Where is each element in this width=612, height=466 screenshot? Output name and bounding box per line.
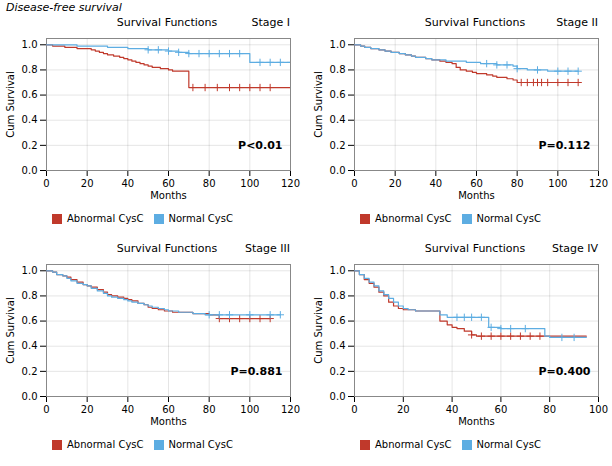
svg-text:0: 0 bbox=[351, 404, 357, 415]
html-text:Survival Functions: Survival Functions bbox=[424, 242, 526, 255]
html-text:Abnormal CysC: Abnormal CysC bbox=[67, 213, 144, 224]
svg-text:0.8: 0.8 bbox=[330, 64, 346, 75]
svg-text:P=0.400: P=0.400 bbox=[538, 365, 590, 378]
svg-text:0.0: 0.0 bbox=[22, 165, 38, 176]
svg-text:20: 20 bbox=[81, 404, 94, 415]
svg-text:Months: Months bbox=[150, 190, 187, 201]
svg-text:40: 40 bbox=[429, 178, 442, 189]
svg-text:80: 80 bbox=[203, 404, 216, 415]
svg-text:0: 0 bbox=[351, 178, 357, 189]
html-text:Stage III: Stage III bbox=[245, 242, 290, 255]
svg-text:Months: Months bbox=[150, 416, 187, 427]
svg-text:100: 100 bbox=[240, 178, 259, 189]
html-text:Normal CysC: Normal CysC bbox=[168, 213, 233, 224]
svg-text:Cum Survival: Cum Survival bbox=[5, 71, 16, 138]
svg-text:Cum Survival: Cum Survival bbox=[313, 297, 324, 364]
svg-text:0.2: 0.2 bbox=[22, 140, 38, 151]
html-text:Normal CysC: Normal CysC bbox=[168, 439, 233, 450]
svg-text:0.8: 0.8 bbox=[22, 64, 38, 75]
svg-text:0.8: 0.8 bbox=[330, 290, 346, 301]
svg-text:Cum Survival: Cum Survival bbox=[5, 297, 16, 364]
svg-text:Months: Months bbox=[458, 416, 495, 427]
svg-text:0.0: 0.0 bbox=[330, 391, 346, 402]
html-text:Survival Functions: Survival Functions bbox=[116, 16, 218, 29]
svg-text:80: 80 bbox=[543, 404, 556, 415]
svg-text:0.2: 0.2 bbox=[22, 366, 38, 377]
svg-text:20: 20 bbox=[389, 178, 402, 189]
svg-text:60: 60 bbox=[495, 404, 508, 415]
svg-text:0.0: 0.0 bbox=[330, 165, 346, 176]
svg-text:100: 100 bbox=[589, 404, 608, 415]
svg-text:120: 120 bbox=[281, 404, 300, 415]
svg-text:0.6: 0.6 bbox=[22, 315, 38, 326]
svg-text:20: 20 bbox=[397, 404, 410, 415]
svg-text:100: 100 bbox=[548, 178, 567, 189]
svg-text:0: 0 bbox=[43, 178, 49, 189]
svg-text:0.4: 0.4 bbox=[22, 114, 38, 125]
html-text:Stage II: Stage II bbox=[556, 16, 598, 29]
svg-text:20: 20 bbox=[81, 178, 94, 189]
svg-text:40: 40 bbox=[121, 404, 134, 415]
svg-text:0: 0 bbox=[43, 404, 49, 415]
svg-text:Cum Survival: Cum Survival bbox=[313, 71, 324, 138]
svg-text:P=0.112: P=0.112 bbox=[538, 139, 590, 152]
svg-text:0.4: 0.4 bbox=[22, 340, 38, 351]
svg-text:1.0: 1.0 bbox=[22, 265, 38, 276]
svg-text:80: 80 bbox=[511, 178, 524, 189]
html-text:Stage I: Stage I bbox=[251, 16, 290, 29]
svg-text:1.0: 1.0 bbox=[330, 265, 346, 276]
svg-text:60: 60 bbox=[162, 178, 175, 189]
svg-text:1.0: 1.0 bbox=[330, 39, 346, 50]
html-text:Survival Functions: Survival Functions bbox=[424, 16, 526, 29]
html-text:Normal CysC: Normal CysC bbox=[476, 213, 541, 224]
html-text:Abnormal CysC: Abnormal CysC bbox=[375, 439, 452, 450]
svg-text:40: 40 bbox=[446, 404, 459, 415]
svg-text:120: 120 bbox=[589, 178, 608, 189]
svg-text:0.6: 0.6 bbox=[330, 89, 346, 100]
svg-text:P<0.01: P<0.01 bbox=[238, 139, 282, 152]
svg-text:1.0: 1.0 bbox=[22, 39, 38, 50]
html-text:Abnormal CysC: Abnormal CysC bbox=[375, 213, 452, 224]
html-text:Disease-free survival: Disease-free survival bbox=[6, 1, 122, 14]
svg-text:100: 100 bbox=[240, 404, 259, 415]
svg-text:0.8: 0.8 bbox=[22, 290, 38, 301]
svg-text:Months: Months bbox=[458, 190, 495, 201]
svg-text:0.6: 0.6 bbox=[330, 315, 346, 326]
svg-text:0.0: 0.0 bbox=[22, 391, 38, 402]
html-text:Normal CysC: Normal CysC bbox=[476, 439, 541, 450]
svg-text:P=0.881: P=0.881 bbox=[230, 365, 282, 378]
svg-text:0.4: 0.4 bbox=[330, 114, 346, 125]
svg-text:120: 120 bbox=[281, 178, 300, 189]
html-text:Abnormal CysC: Abnormal CysC bbox=[67, 439, 144, 450]
svg-text:0.6: 0.6 bbox=[22, 89, 38, 100]
svg-text:0.2: 0.2 bbox=[330, 140, 346, 151]
svg-text:0.2: 0.2 bbox=[330, 366, 346, 377]
html-text:Survival Functions: Survival Functions bbox=[116, 242, 218, 255]
svg-text:60: 60 bbox=[470, 178, 483, 189]
svg-text:0.4: 0.4 bbox=[330, 340, 346, 351]
svg-text:40: 40 bbox=[121, 178, 134, 189]
html-text:Stage IV: Stage IV bbox=[551, 242, 598, 255]
svg-text:60: 60 bbox=[162, 404, 175, 415]
svg-text:80: 80 bbox=[203, 178, 216, 189]
